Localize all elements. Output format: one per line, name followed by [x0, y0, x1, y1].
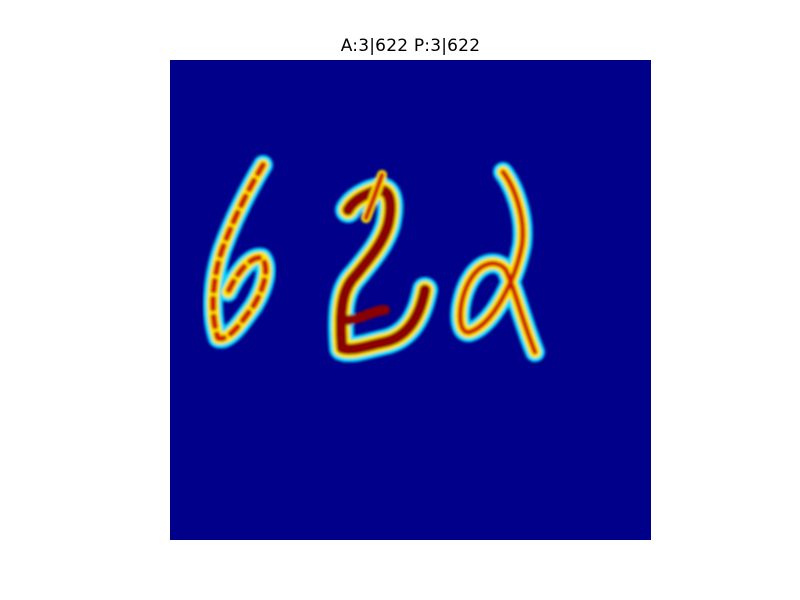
figure-title: A:3|622 P:3|622	[340, 36, 481, 56]
2-glyph	[328, 170, 438, 363]
2-glyph-second	[450, 162, 545, 362]
heatmap-image	[170, 60, 651, 540]
6-glyph	[203, 155, 276, 349]
